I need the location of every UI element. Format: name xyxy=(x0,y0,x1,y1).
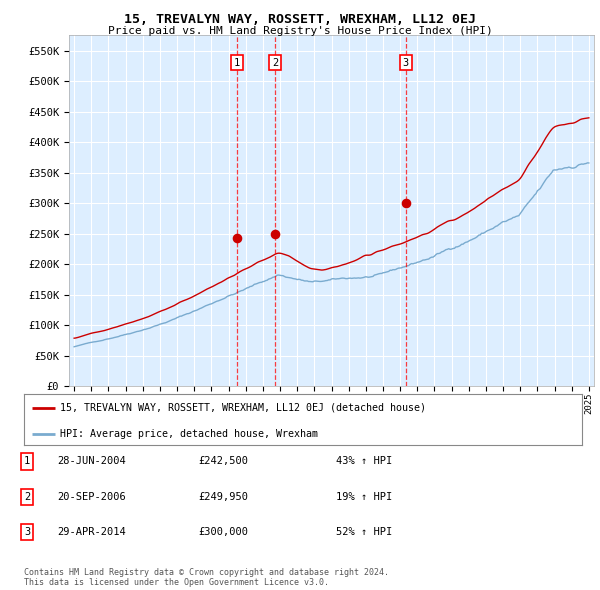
Text: Contains HM Land Registry data © Crown copyright and database right 2024.
This d: Contains HM Land Registry data © Crown c… xyxy=(24,568,389,587)
Text: 19% ↑ HPI: 19% ↑ HPI xyxy=(336,492,392,502)
Text: 3: 3 xyxy=(403,58,409,68)
Text: 52% ↑ HPI: 52% ↑ HPI xyxy=(336,527,392,537)
Text: HPI: Average price, detached house, Wrexham: HPI: Average price, detached house, Wrex… xyxy=(60,429,318,439)
Text: 43% ↑ HPI: 43% ↑ HPI xyxy=(336,457,392,466)
Point xyxy=(232,234,242,243)
Text: 3: 3 xyxy=(24,527,30,537)
Text: 1: 1 xyxy=(24,457,30,466)
Text: Price paid vs. HM Land Registry's House Price Index (HPI): Price paid vs. HM Land Registry's House … xyxy=(107,26,493,36)
Text: £300,000: £300,000 xyxy=(198,527,248,537)
Text: £249,950: £249,950 xyxy=(198,492,248,502)
Text: 29-APR-2014: 29-APR-2014 xyxy=(57,527,126,537)
Text: 2: 2 xyxy=(272,58,278,68)
Text: 20-SEP-2006: 20-SEP-2006 xyxy=(57,492,126,502)
Point xyxy=(401,199,410,208)
Text: £242,500: £242,500 xyxy=(198,457,248,466)
Text: 2: 2 xyxy=(24,492,30,502)
Text: 15, TREVALYN WAY, ROSSETT, WREXHAM, LL12 0EJ (detached house): 15, TREVALYN WAY, ROSSETT, WREXHAM, LL12… xyxy=(60,402,426,412)
Text: 1: 1 xyxy=(234,58,240,68)
Text: 28-JUN-2004: 28-JUN-2004 xyxy=(57,457,126,466)
Text: 15, TREVALYN WAY, ROSSETT, WREXHAM, LL12 0EJ: 15, TREVALYN WAY, ROSSETT, WREXHAM, LL12… xyxy=(124,13,476,26)
Point xyxy=(271,229,280,238)
